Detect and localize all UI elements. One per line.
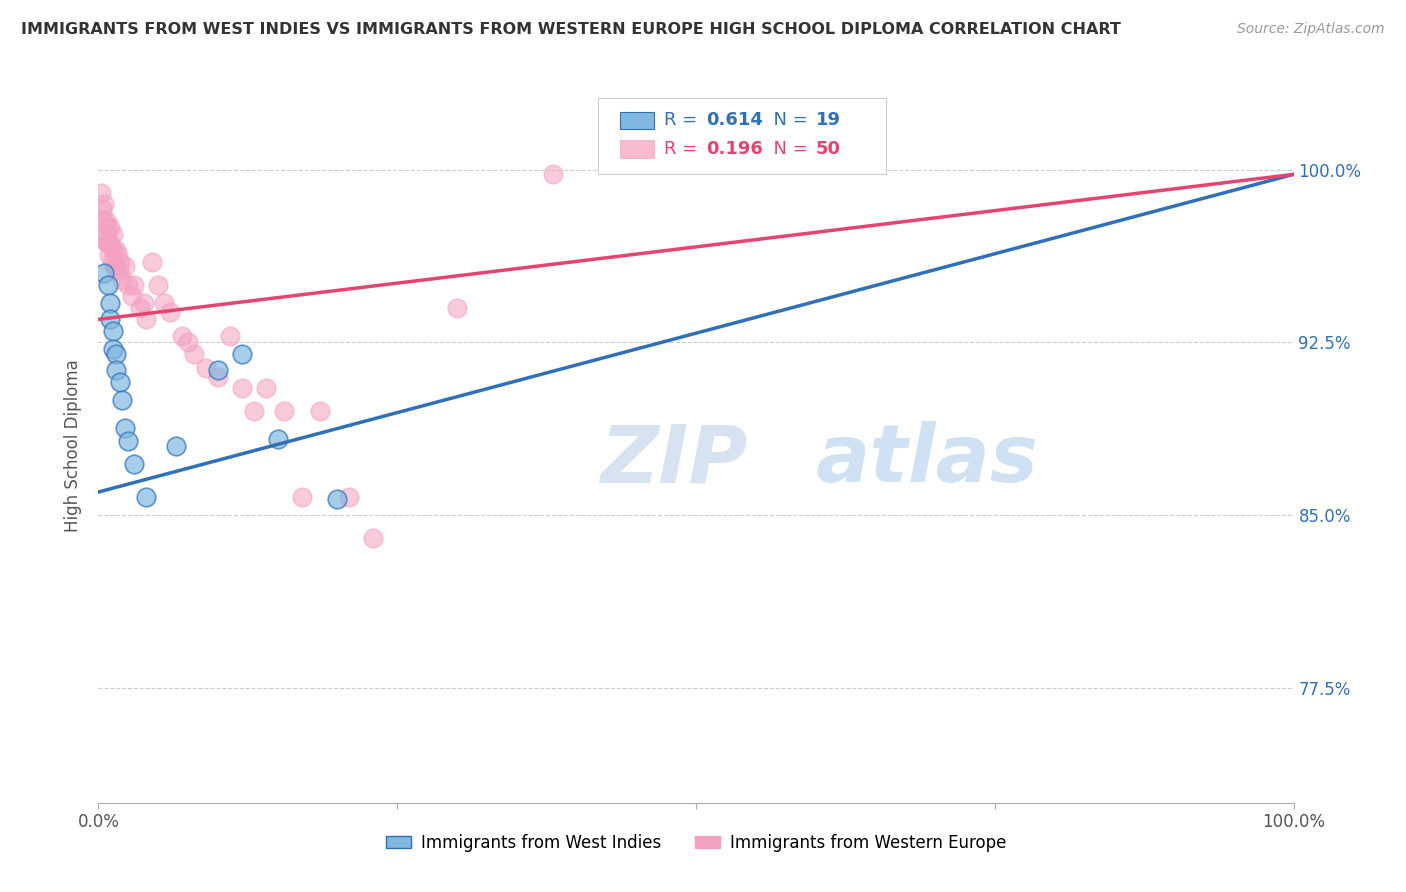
Point [446, 301, 468, 315]
Point [107, 264, 129, 278]
Point [101, 227, 124, 242]
Point [100, 255, 122, 269]
Point [98, 248, 121, 262]
Point [108, 375, 131, 389]
Point [159, 305, 181, 319]
Point [231, 347, 253, 361]
Point [93, 266, 115, 280]
Point [195, 360, 218, 375]
Point [141, 255, 163, 269]
Point [101, 244, 124, 258]
Point [165, 439, 187, 453]
Point [308, 404, 330, 418]
Point [172, 328, 194, 343]
Point [231, 381, 253, 395]
Point [101, 343, 124, 357]
Point [97, 236, 120, 251]
Point [254, 381, 277, 395]
Point [111, 392, 134, 407]
Point [90, 186, 112, 200]
Point [339, 490, 361, 504]
Point [153, 296, 176, 310]
Point [105, 244, 128, 258]
Text: N =: N = [762, 112, 814, 129]
Point [94, 227, 117, 242]
Point [117, 434, 139, 449]
Point [148, 277, 170, 292]
Point [98, 312, 122, 326]
Point [105, 347, 128, 361]
Legend: Immigrants from West Indies, Immigrants from Western Europe: Immigrants from West Indies, Immigrants … [380, 828, 1012, 859]
Point [326, 491, 349, 506]
Text: Source: ZipAtlas.com: Source: ZipAtlas.com [1237, 22, 1385, 37]
Point [243, 404, 266, 418]
Point [135, 490, 157, 504]
Point [124, 458, 146, 472]
Text: atlas: atlas [815, 421, 1038, 500]
Point [105, 363, 128, 377]
Point [114, 420, 136, 434]
Point [105, 261, 128, 276]
Point [183, 347, 205, 361]
Point [91, 213, 114, 227]
Point [93, 197, 115, 211]
Point [129, 301, 152, 315]
Point [121, 289, 143, 303]
Text: N =: N = [762, 140, 814, 158]
Point [101, 324, 124, 338]
Point [207, 370, 229, 384]
Text: 0.614: 0.614 [706, 112, 762, 129]
Text: IMMIGRANTS FROM WEST INDIES VS IMMIGRANTS FROM WESTERN EUROPE HIGH SCHOOL DIPLOM: IMMIGRANTS FROM WEST INDIES VS IMMIGRANT… [21, 22, 1121, 37]
Point [91, 202, 114, 216]
Point [117, 277, 139, 292]
Point [273, 404, 295, 418]
Point [111, 273, 134, 287]
Point [132, 296, 155, 310]
Point [291, 490, 314, 504]
Text: 50: 50 [815, 140, 841, 158]
Point [114, 260, 136, 274]
Point [96, 236, 118, 251]
Point [97, 277, 120, 292]
Text: 19: 19 [815, 112, 841, 129]
Point [267, 432, 290, 446]
Point [97, 220, 120, 235]
Point [207, 363, 229, 377]
Point [219, 328, 242, 343]
Text: R =: R = [664, 112, 703, 129]
Point [363, 531, 385, 545]
Text: ZIP: ZIP [600, 421, 748, 500]
Point [541, 167, 564, 181]
Point [103, 260, 125, 274]
Point [91, 232, 114, 246]
Point [124, 277, 146, 292]
Y-axis label: High School Diploma: High School Diploma [65, 359, 83, 533]
Point [107, 248, 129, 262]
Point [98, 296, 122, 310]
Text: 0.196: 0.196 [706, 140, 762, 158]
Point [98, 236, 122, 251]
Point [94, 213, 117, 227]
Point [108, 255, 131, 269]
Point [98, 220, 122, 235]
Text: R =: R = [664, 140, 703, 158]
Point [135, 312, 157, 326]
Point [177, 335, 200, 350]
